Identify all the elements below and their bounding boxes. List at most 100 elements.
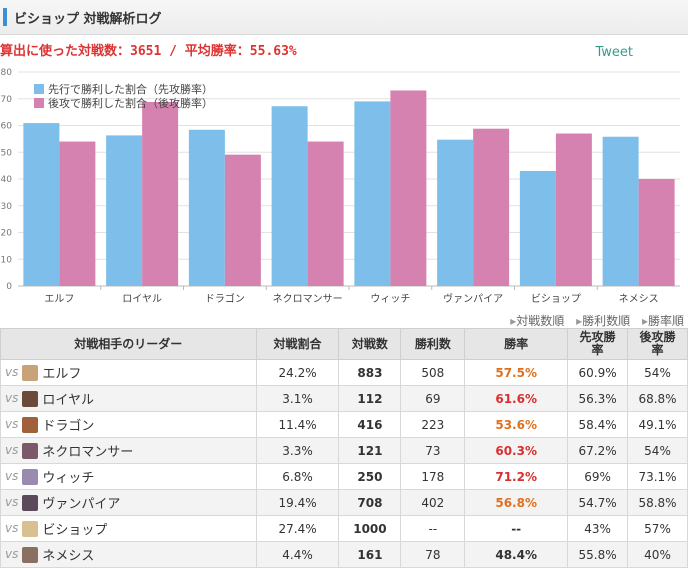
y-tick-label: 40 <box>1 175 13 185</box>
tweet-button[interactable]: Tweet <box>595 45 633 60</box>
legend-swatch <box>34 98 44 108</box>
first-rate-cell: 56.3% <box>567 385 629 412</box>
x-category-label: ドラゴン <box>205 292 245 305</box>
x-category-label: ビショップ <box>531 293 581 305</box>
leader-name: ロイヤル <box>42 393 94 408</box>
vs-label: vs <box>5 495 19 509</box>
vs-label: vs <box>5 365 19 379</box>
vs-label: vs <box>5 469 19 483</box>
wins-cell: 73 <box>400 437 466 464</box>
leader-cell: vs ドラゴン <box>0 411 257 438</box>
y-tick-label: 80 <box>1 68 13 78</box>
first-rate-cell: 69% <box>567 463 629 490</box>
table-row[interactable]: vs ウィッチ 6.8% 250 178 71.2% 69% 73.1% <box>0 463 688 490</box>
first-rate-cell: 67.2% <box>567 437 629 464</box>
win-rate-bar-chart: 0 10 20 30 40 50 60 70 80 エルフ ロイヤル ドラゴン ネクロマンサー ウィッチ ヴ… <box>1 68 680 305</box>
leader-cell: vs ロイヤル <box>0 385 257 412</box>
games-cell: 416 <box>338 411 402 438</box>
table-header-row: 対戦相手のリーダー 対戦割合 対戦数 勝利数 勝率 先攻勝 率 後攻勝 率 <box>0 328 688 360</box>
rate-cell: -- <box>464 515 569 542</box>
table-row[interactable]: vs ネメシス 4.4% 161 78 48.4% 55.8% 40% <box>0 541 688 568</box>
vs-label: vs <box>5 443 19 457</box>
games-cell: 250 <box>338 463 402 490</box>
share-cell: 4.4% <box>255 541 340 568</box>
share-cell: 11.4% <box>255 411 340 438</box>
x-category-label: ロイヤル <box>122 294 162 305</box>
first-rate-cell: 43% <box>567 515 629 542</box>
leader-cell: vs ウィッチ <box>0 463 257 490</box>
games-cell: 121 <box>338 437 402 464</box>
y-tick-label: 20 <box>1 229 13 239</box>
leader-avatar-icon <box>22 390 39 407</box>
bar-second-win-rate <box>555 133 592 286</box>
leader-avatar-icon <box>22 520 39 537</box>
second-rate-cell: 54% <box>627 437 688 464</box>
col-header-games[interactable]: 対戦数 <box>338 328 402 360</box>
leader-cell: vs ネクロマンサー <box>0 437 257 464</box>
rate-cell: 48.4% <box>464 541 569 568</box>
col-header-leader[interactable]: 対戦相手のリーダー <box>0 328 257 360</box>
bar-second-win-rate <box>638 179 675 286</box>
leader-cell: vs ヴァンパイア <box>0 489 257 516</box>
leader-cell: vs エルフ <box>0 359 257 386</box>
col-header-second-rate[interactable]: 後攻勝 率 <box>627 328 688 360</box>
share-cell: 24.2% <box>255 359 340 386</box>
col-header-first-rate[interactable]: 先攻勝 率 <box>567 328 629 360</box>
y-tick-label: 60 <box>1 122 13 132</box>
games-cell: 883 <box>338 359 402 386</box>
bar-second-win-rate <box>307 141 344 286</box>
leader-avatar-icon <box>22 494 39 511</box>
second-rate-cell: 68.8% <box>627 385 688 412</box>
vs-label: vs <box>5 547 19 561</box>
games-cell: 1000 <box>338 515 402 542</box>
share-cell: 19.4% <box>255 489 340 516</box>
table-row[interactable]: vs ネクロマンサー 3.3% 121 73 60.3% 67.2% 54% <box>0 437 688 464</box>
wins-cell: -- <box>400 515 466 542</box>
bar-first-win-rate <box>519 170 556 286</box>
share-cell: 27.4% <box>255 515 340 542</box>
table-row[interactable]: vs ドラゴン 11.4% 416 223 53.6% 58.4% 49.1% <box>0 411 688 438</box>
first-rate-cell: 58.4% <box>567 411 629 438</box>
leader-name: エルフ <box>42 367 82 382</box>
wins-cell: 402 <box>400 489 466 516</box>
col-header-wins[interactable]: 勝利数 <box>400 328 466 360</box>
table-row[interactable]: vs ヴァンパイア 19.4% 708 402 56.8% 54.7% 58.8% <box>0 489 688 516</box>
wins-cell: 508 <box>400 359 466 386</box>
summary-text: 算出に使った対戦数：3651 / 平均勝率：55.63% <box>0 44 297 59</box>
bar-second-win-rate <box>390 90 427 286</box>
leader-avatar-icon <box>22 468 39 485</box>
bar-first-win-rate <box>437 139 474 286</box>
second-rate-cell: 54% <box>627 359 688 386</box>
bar-first-win-rate <box>271 106 308 286</box>
leader-avatar-icon <box>22 416 39 433</box>
share-cell: 6.8% <box>255 463 340 490</box>
sort-by-games-link[interactable]: 対戦数順 <box>510 314 564 328</box>
bar-second-win-rate <box>224 154 261 286</box>
y-tick-label: 10 <box>1 255 13 265</box>
sort-by-wins-link[interactable]: 勝利数順 <box>576 314 630 328</box>
leader-name: ネメシス <box>42 549 95 564</box>
x-category-label: ネクロマンサー <box>273 293 343 305</box>
rate-cell: 60.3% <box>464 437 569 464</box>
first-rate-cell: 55.8% <box>567 541 629 568</box>
x-category-label: エルフ <box>44 294 74 305</box>
legend-label: 後攻で勝利した割合（後攻勝率） <box>48 96 213 110</box>
bar-first-win-rate <box>106 135 143 286</box>
x-category-label: ウィッチ <box>370 293 410 305</box>
y-tick-label: 50 <box>1 148 13 158</box>
sort-by-rate-link[interactable]: 勝率順 <box>642 314 684 328</box>
first-rate-cell: 54.7% <box>567 489 629 516</box>
table-row[interactable]: vs ビショップ 27.4% 1000 -- -- 43% 57% <box>0 515 688 542</box>
table-row[interactable]: vs エルフ 24.2% 883 508 57.5% 60.9% 54% <box>0 359 688 386</box>
col-header-share[interactable]: 対戦割合 <box>255 328 340 360</box>
bar-second-win-rate <box>142 101 179 287</box>
header-accent-bar <box>3 8 7 26</box>
table-row[interactable]: vs ロイヤル 3.1% 112 69 61.6% 56.3% 68.8% <box>0 385 688 412</box>
games-cell: 708 <box>338 489 402 516</box>
vs-label: vs <box>5 521 19 535</box>
rate-cell: 56.8% <box>464 489 569 516</box>
col-header-rate[interactable]: 勝率 <box>464 328 569 360</box>
leader-name: ビショップ <box>42 523 108 538</box>
first-rate-cell: 60.9% <box>567 359 629 386</box>
games-cell: 112 <box>338 385 402 412</box>
